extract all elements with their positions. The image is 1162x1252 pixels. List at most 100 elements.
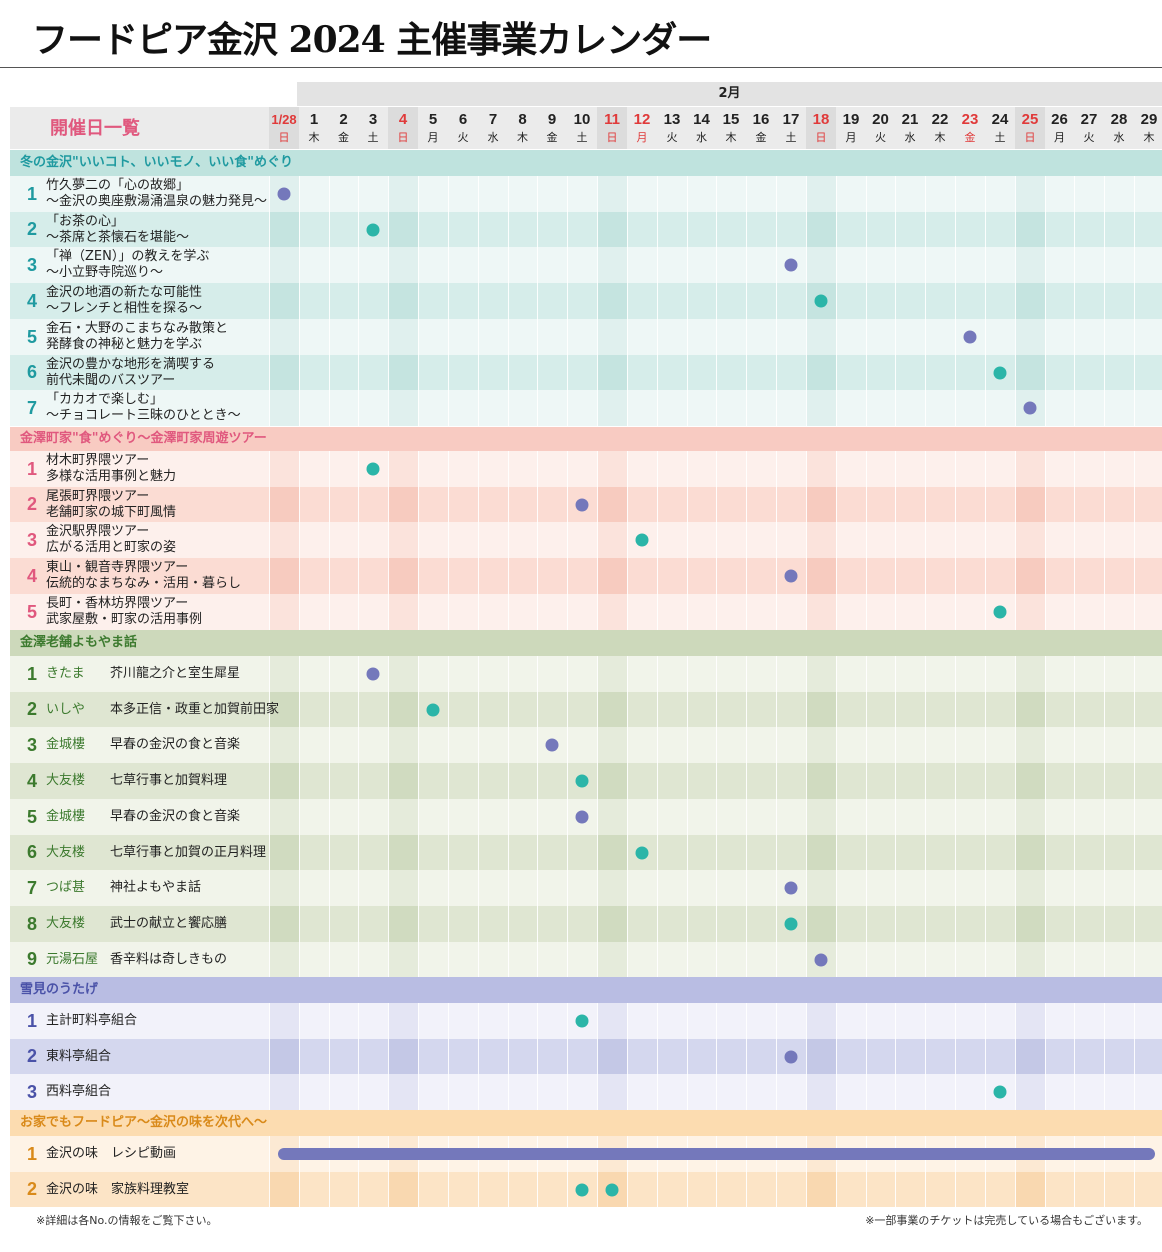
event-date-dot[interactable]: [814, 294, 828, 308]
event-date-dot[interactable]: [575, 1183, 589, 1196]
event-title[interactable]: 尾張町界隈ツアー 老舗町家の城下町風情: [46, 489, 176, 521]
event-title-line[interactable]: 多様な活用事例と魅力: [46, 469, 177, 484]
event-date-dot[interactable]: [545, 738, 559, 752]
event-number[interactable]: 9: [26, 949, 37, 969]
event-title-line[interactable]: ～フレンチと相性を探る～: [46, 301, 203, 316]
event-venue[interactable]: 大友楼: [46, 845, 86, 860]
event-title-line[interactable]: 竹久夢二の「心の故郷」: [46, 178, 190, 193]
event-title-line[interactable]: 伝統的なまちなみ・活用・暮らし: [46, 576, 242, 591]
event-date-dot[interactable]: [277, 187, 291, 201]
event-subtitle[interactable]: 本多正信・政重と加賀前田家: [110, 702, 280, 717]
event-venue[interactable]: いしや: [46, 702, 85, 717]
event-title[interactable]: 材木町界隈ツアー 多様な活用事例と魅力: [46, 453, 176, 485]
event-date-dot[interactable]: [575, 810, 589, 824]
event-date-dot[interactable]: [366, 667, 380, 681]
event-number[interactable]: 6: [26, 362, 37, 382]
event-venue[interactable]: 東料亭組合: [46, 1049, 112, 1064]
event-subtitle[interactable]: 香辛料は奇しきもの: [110, 952, 228, 967]
event-subtitle[interactable]: 武士の献立と饗応膳: [110, 916, 228, 931]
event-number[interactable]: 3: [26, 530, 37, 550]
event-venue[interactable]: 大友楼: [46, 773, 86, 788]
event-number[interactable]: 5: [26, 807, 37, 827]
event-number[interactable]: 1: [26, 184, 37, 204]
event-number[interactable]: 8: [26, 914, 37, 934]
event-date-dot[interactable]: [784, 1050, 798, 1063]
event-number[interactable]: 3: [26, 1082, 37, 1102]
event-date-dot[interactable]: [635, 533, 649, 547]
event-number[interactable]: 6: [26, 842, 37, 862]
event-number[interactable]: 7: [26, 398, 37, 418]
event-date-dot[interactable]: [575, 774, 589, 788]
event-number[interactable]: 7: [26, 878, 37, 898]
event-subtitle[interactable]: 神社よもやま話: [110, 880, 202, 895]
event-date-dot[interactable]: [784, 881, 798, 895]
event-title[interactable]: 「お茶の心」 ～茶席と茶懐石を堪能～: [46, 214, 189, 246]
event-number[interactable]: 4: [26, 771, 37, 791]
event-title-line[interactable]: 金沢の地酒の新たな可能性: [46, 285, 203, 300]
event-venue[interactable]: きたま: [46, 666, 85, 681]
event-date-dot[interactable]: [963, 330, 977, 344]
event-number[interactable]: 2: [26, 699, 37, 719]
event-venue[interactable]: つば甚: [46, 880, 86, 895]
event-title-line[interactable]: 東山・観音寺界隈ツアー: [46, 560, 189, 575]
event-title-line[interactable]: 長町・香林坊界隈ツアー: [46, 596, 189, 611]
event-title[interactable]: 金沢の豊かな地形を満喫する 前代未聞のバスツアー: [46, 357, 215, 389]
event-number[interactable]: 2: [26, 1046, 37, 1066]
event-date-dot[interactable]: [575, 498, 589, 511]
event-number[interactable]: 1: [26, 459, 37, 479]
event-date-dot[interactable]: [784, 917, 798, 931]
event-title-line[interactable]: ～金沢の奥座敷湯涌温泉の魅力発見～: [46, 194, 268, 209]
event-number[interactable]: 1: [26, 1144, 37, 1164]
event-date-dot[interactable]: [605, 1183, 619, 1196]
event-venue[interactable]: 金沢の味 家族料理教室: [46, 1182, 190, 1197]
event-number[interactable]: 2: [26, 219, 37, 239]
event-number[interactable]: 4: [26, 291, 37, 311]
event-number[interactable]: 2: [26, 1179, 37, 1199]
event-date-dot[interactable]: [993, 605, 1007, 619]
event-title-line[interactable]: 「禅（ZEN）」の教えを学ぶ: [46, 249, 210, 264]
event-subtitle[interactable]: 七草行事と加賀料理: [110, 773, 228, 788]
event-number[interactable]: 3: [26, 735, 37, 755]
event-venue[interactable]: 主計町料亭組合: [46, 1013, 138, 1028]
event-title[interactable]: 長町・香林坊界隈ツアー 武家屋敷・町家の活用事例: [46, 596, 202, 628]
event-title-line[interactable]: ～茶席と茶懐石を堪能～: [46, 230, 190, 245]
event-title-line[interactable]: 金沢の豊かな地形を満喫する: [46, 357, 216, 372]
event-date-dot[interactable]: [426, 703, 440, 716]
event-title-line[interactable]: 「お茶の心」: [46, 214, 125, 229]
event-number[interactable]: 2: [26, 494, 37, 514]
event-title[interactable]: 金沢の地酒の新たな可能性 ～フレンチと相性を探る～: [46, 285, 202, 317]
event-title-line[interactable]: 金石・大野のこまちなみ散策と: [46, 321, 229, 336]
event-venue[interactable]: 大友楼: [46, 916, 86, 931]
event-subtitle[interactable]: 早春の金沢の食と音楽: [110, 809, 241, 824]
event-title[interactable]: 金石・大野のこまちなみ散策と 発酵食の神秘と魅力を学ぶ: [46, 321, 228, 353]
event-date-dot[interactable]: [575, 1014, 589, 1028]
event-title[interactable]: 金沢駅界隈ツアー 広がる活用と町家の姿: [46, 524, 176, 556]
event-number[interactable]: 5: [26, 602, 37, 622]
event-venue[interactable]: 元湯石屋: [46, 952, 99, 967]
event-title-line[interactable]: 尾張町界隈ツアー: [46, 489, 150, 504]
event-number[interactable]: 3: [26, 255, 37, 275]
event-date-dot[interactable]: [366, 462, 380, 476]
event-title[interactable]: 東山・観音寺界隈ツアー 伝統的なまちなみ・活用・暮らし: [46, 560, 241, 592]
event-title-line[interactable]: ～チョコレート三昧のひととき～: [46, 408, 241, 423]
event-title-line[interactable]: 武家屋敷・町家の活用事例: [46, 612, 203, 627]
event-number[interactable]: 1: [26, 664, 37, 684]
event-title-line[interactable]: ～小立野寺院巡り～: [46, 265, 164, 280]
event-date-dot[interactable]: [993, 1085, 1007, 1099]
event-title-line[interactable]: 前代未聞のバスツアー: [46, 373, 176, 388]
event-venue[interactable]: 金城樓: [46, 737, 86, 752]
event-venue[interactable]: 金城樓: [46, 809, 86, 824]
event-date-dot[interactable]: [814, 953, 828, 966]
event-number[interactable]: 1: [26, 1011, 37, 1031]
event-title-line[interactable]: 材木町界隈ツアー: [46, 453, 150, 468]
event-title[interactable]: 「禅（ZEN）」の教えを学ぶ ～小立野寺院巡り～: [46, 249, 209, 281]
event-title-line[interactable]: 広がる活用と町家の姿: [46, 540, 177, 555]
event-venue[interactable]: 西料亭組合: [46, 1084, 112, 1099]
event-subtitle[interactable]: 芥川龍之介と室生犀星: [110, 666, 241, 681]
event-number[interactable]: 4: [26, 566, 37, 586]
event-venue[interactable]: 金沢の味 レシピ動画: [46, 1146, 177, 1161]
event-date-dot[interactable]: [366, 223, 380, 236]
event-title-line[interactable]: 金沢駅界隈ツアー: [46, 524, 150, 539]
event-date-dot[interactable]: [635, 846, 649, 859]
event-title-line[interactable]: 「カカオで楽しむ」: [46, 392, 164, 407]
